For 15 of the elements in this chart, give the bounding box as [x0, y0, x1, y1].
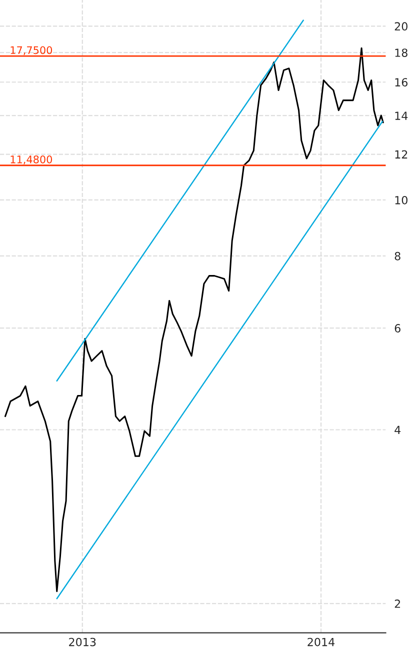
y-tick-label: 8	[394, 252, 400, 260]
y-tick-label: 6	[394, 324, 400, 332]
ref-line-label: 11,4800	[10, 155, 52, 164]
ref-line-label: 17,7500	[10, 46, 52, 56]
x-tick-label: 2013	[69, 638, 96, 646]
y-tick-label: 16	[395, 78, 408, 87]
y-tick-label: 4	[394, 426, 401, 434]
y-tick-label: 10	[395, 196, 408, 204]
line-series	[4, 47, 384, 592]
y-tick-label: 12	[395, 150, 408, 158]
x-tick-label: 2014	[308, 638, 335, 646]
y-tick-label: 20	[394, 22, 408, 31]
y-tick-label: 18	[395, 48, 408, 57]
y-tick-label: 2	[394, 600, 400, 608]
y-tick-label: 14	[395, 112, 408, 120]
